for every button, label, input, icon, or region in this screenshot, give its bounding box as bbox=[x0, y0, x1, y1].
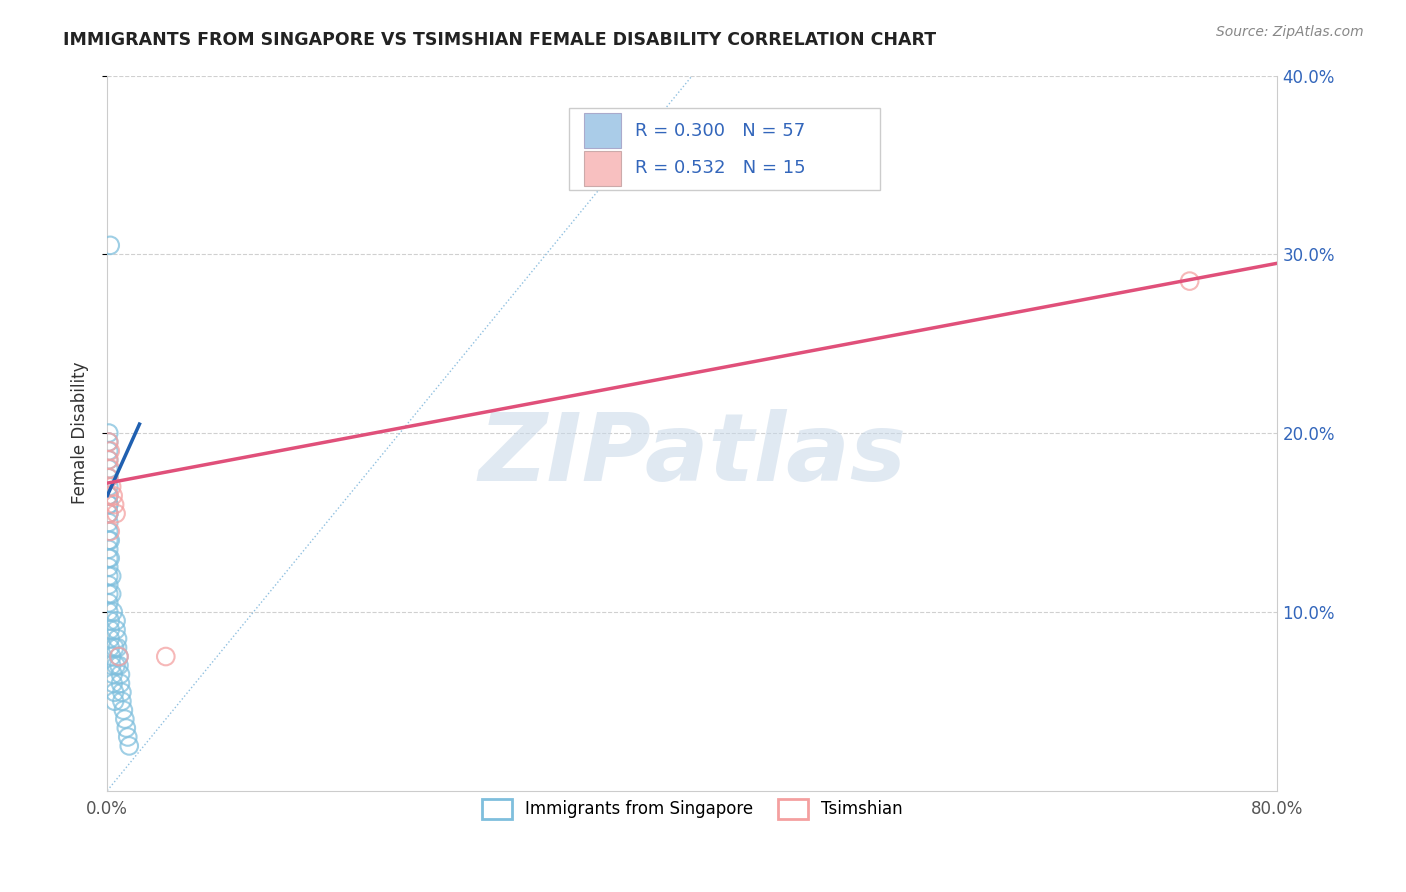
Point bbox=[98, 524, 121, 539]
Point bbox=[97, 471, 120, 485]
Point bbox=[100, 480, 122, 494]
Point bbox=[105, 658, 128, 673]
Point bbox=[98, 551, 121, 566]
Text: Source: ZipAtlas.com: Source: ZipAtlas.com bbox=[1216, 25, 1364, 39]
Point bbox=[107, 640, 129, 655]
Point bbox=[97, 596, 120, 610]
Point bbox=[97, 444, 120, 458]
Point bbox=[100, 649, 122, 664]
FancyBboxPatch shape bbox=[583, 113, 621, 148]
Point bbox=[98, 462, 121, 476]
Point bbox=[111, 694, 134, 708]
Point bbox=[97, 569, 120, 583]
Point bbox=[97, 560, 120, 574]
Point bbox=[104, 685, 127, 699]
Point bbox=[97, 587, 120, 601]
Text: ZIPatlas: ZIPatlas bbox=[478, 409, 907, 500]
Point bbox=[111, 685, 134, 699]
FancyBboxPatch shape bbox=[569, 108, 880, 190]
Text: IMMIGRANTS FROM SINGAPORE VS TSIMSHIAN FEMALE DISABILITY CORRELATION CHART: IMMIGRANTS FROM SINGAPORE VS TSIMSHIAN F… bbox=[63, 31, 936, 49]
Point bbox=[97, 480, 120, 494]
Legend: Immigrants from Singapore, Tsimshian: Immigrants from Singapore, Tsimshian bbox=[475, 793, 910, 825]
Text: R = 0.532   N = 15: R = 0.532 N = 15 bbox=[636, 160, 806, 178]
FancyBboxPatch shape bbox=[583, 152, 621, 186]
Point bbox=[104, 640, 127, 655]
Point bbox=[98, 640, 121, 655]
Point bbox=[97, 453, 120, 467]
Point bbox=[97, 507, 120, 521]
Point bbox=[105, 614, 128, 628]
Point bbox=[101, 676, 124, 690]
Point bbox=[101, 489, 124, 503]
Point bbox=[115, 721, 138, 735]
Point bbox=[114, 712, 136, 726]
Point bbox=[100, 587, 122, 601]
Point bbox=[155, 649, 177, 664]
Point bbox=[107, 632, 129, 646]
Point bbox=[97, 489, 120, 503]
Point bbox=[97, 498, 120, 512]
Point bbox=[110, 667, 132, 681]
Point bbox=[97, 533, 120, 548]
Point bbox=[105, 507, 128, 521]
Point bbox=[118, 739, 141, 753]
Point bbox=[101, 605, 124, 619]
Point bbox=[98, 238, 121, 252]
Point bbox=[108, 649, 131, 664]
Point bbox=[108, 658, 131, 673]
Point bbox=[97, 516, 120, 530]
Point bbox=[97, 605, 120, 619]
Point bbox=[97, 578, 120, 592]
Point bbox=[97, 489, 120, 503]
Point bbox=[98, 632, 121, 646]
Point bbox=[97, 453, 120, 467]
Point bbox=[98, 623, 121, 637]
Point bbox=[117, 730, 139, 744]
Point bbox=[97, 435, 120, 450]
Point bbox=[97, 507, 120, 521]
Point bbox=[100, 569, 122, 583]
Point bbox=[101, 667, 124, 681]
Point bbox=[104, 694, 127, 708]
Point bbox=[97, 462, 120, 476]
Point bbox=[97, 471, 120, 485]
Point bbox=[108, 649, 131, 664]
Point bbox=[98, 533, 121, 548]
Text: R = 0.300   N = 57: R = 0.300 N = 57 bbox=[636, 121, 806, 139]
Point bbox=[97, 551, 120, 566]
Point bbox=[97, 524, 120, 539]
Point bbox=[97, 498, 120, 512]
Point bbox=[104, 498, 127, 512]
Point bbox=[97, 507, 120, 521]
Point bbox=[112, 703, 135, 717]
Point bbox=[97, 435, 120, 450]
Point bbox=[105, 623, 128, 637]
Point bbox=[100, 658, 122, 673]
Point bbox=[97, 542, 120, 557]
Point bbox=[1178, 274, 1201, 288]
Point bbox=[97, 489, 120, 503]
Y-axis label: Female Disability: Female Disability bbox=[72, 362, 89, 504]
Point bbox=[98, 614, 121, 628]
Point bbox=[97, 425, 120, 440]
Point bbox=[98, 444, 121, 458]
Point bbox=[110, 676, 132, 690]
